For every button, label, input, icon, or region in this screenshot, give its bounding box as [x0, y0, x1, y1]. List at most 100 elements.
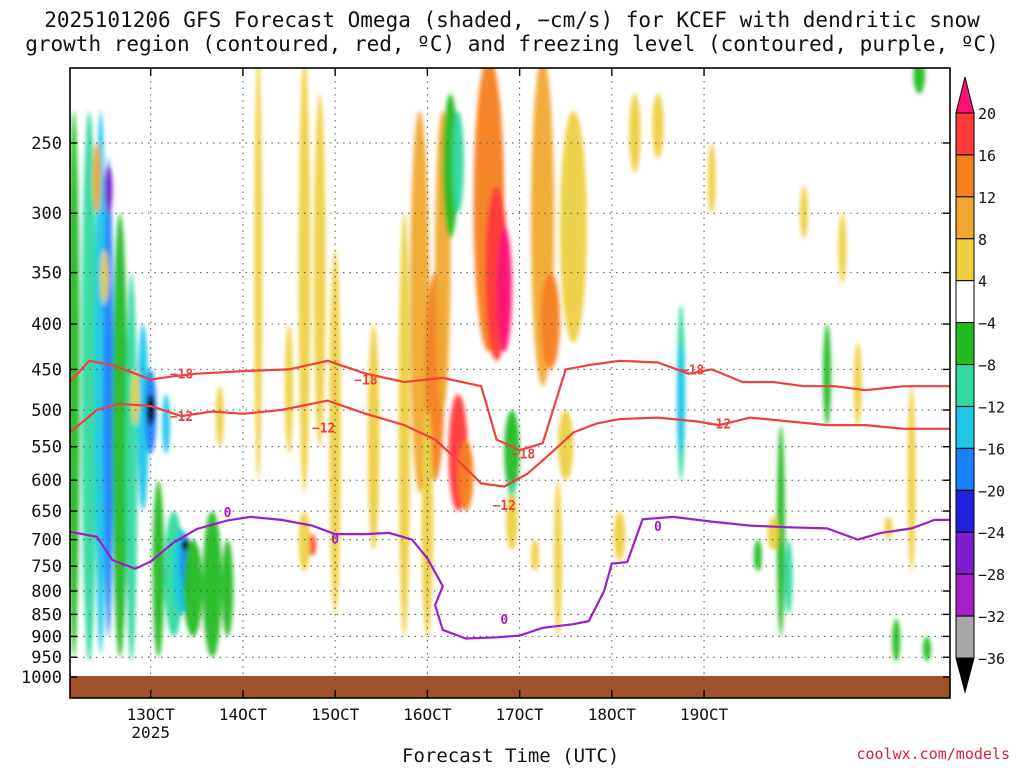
omega-cell	[558, 410, 574, 481]
omega-cell	[298, 511, 311, 572]
colorbar: 20 16 12 8 4 −4 −8 −12 −16 −20 −24 −28 −32 −36	[955, 76, 1005, 694]
omega-cell	[314, 93, 326, 447]
omega-cell	[799, 186, 808, 239]
omega-cell	[452, 110, 464, 214]
colorbar-label: −20	[978, 482, 1005, 500]
colorbar-segment	[955, 489, 975, 533]
contour-label: 0	[654, 520, 662, 535]
y-tick-label: 800	[31, 582, 62, 602]
omega-cell	[530, 539, 539, 572]
omega-cell	[652, 93, 664, 159]
omega-cell	[92, 143, 101, 214]
omega-cell	[131, 369, 140, 426]
colorbar-segment	[955, 196, 975, 240]
ground-surface	[70, 676, 950, 698]
colorbar-label: 4	[978, 273, 987, 291]
omega-cell	[922, 636, 931, 662]
omega-cell	[285, 324, 294, 454]
y-tick-label: 350	[31, 264, 62, 284]
x-axis-title: Forecast Time (UTC)	[402, 745, 620, 767]
omega-cell	[125, 272, 138, 662]
omega-cell	[677, 342, 686, 454]
omega-cell	[70, 110, 80, 658]
y-tick-label: 1000	[21, 668, 62, 688]
contour-label: −12	[492, 499, 515, 514]
y-tick-label: 300	[31, 204, 62, 224]
y-tick-label: 750	[31, 557, 62, 577]
contour-label: −12	[170, 410, 193, 425]
y-tick-label: 850	[31, 605, 62, 625]
colorbar-segment	[955, 364, 975, 407]
colorbar-label: −4	[978, 315, 996, 333]
omega-cell	[215, 386, 224, 447]
colorbar-segment	[955, 405, 975, 449]
y-tick-label: 500	[31, 401, 62, 421]
colorbar-label: −36	[978, 650, 1005, 668]
x-tick-label: 13OCT	[127, 705, 176, 724]
omega-cell	[907, 386, 916, 572]
omega-cell	[892, 618, 901, 662]
omega-cell	[629, 93, 641, 173]
omega-cell	[146, 394, 155, 426]
y-axis: 2503003504004505005506006507007508008509…	[21, 134, 950, 688]
contour-lines	[70, 359, 950, 640]
x-tick-label: 15OCT	[311, 705, 360, 724]
omega-cell	[784, 539, 793, 615]
y-tick-label: 450	[31, 360, 62, 380]
omega-cell	[823, 324, 832, 426]
omega-cell	[202, 511, 222, 658]
colorbar-segment	[955, 280, 975, 324]
omega-cell	[913, 68, 926, 94]
contour-label: 0	[500, 613, 508, 628]
omega-cell	[100, 249, 109, 305]
colorbar-label: 8	[978, 231, 987, 249]
colorbar-label: −8	[978, 357, 996, 375]
contour-label: 0	[224, 506, 232, 521]
omega-cell	[613, 511, 626, 562]
gridlines	[70, 68, 950, 698]
omega-cell	[221, 539, 234, 637]
y-tick-label: 600	[31, 471, 62, 491]
omega-cell	[776, 425, 785, 637]
colorbar-segment	[955, 112, 975, 156]
colorbar-label: 12	[978, 189, 996, 207]
omega-cell	[103, 158, 114, 637]
omega-cell	[410, 110, 430, 493]
omega-cell	[753, 539, 762, 572]
contour-line-1	[70, 399, 950, 488]
omega-cell	[707, 143, 716, 214]
chart-title-line1: 2025101206 GFS Forecast Omega (shaded, −…	[44, 8, 980, 32]
contour-line-2	[70, 515, 950, 640]
y-tick-label: 950	[31, 648, 62, 668]
omega-cell	[183, 539, 203, 637]
x-tick-label: 19OCT	[680, 705, 729, 724]
colorbar-segment	[955, 573, 975, 617]
colorbar-label: 20	[978, 105, 996, 123]
y-tick-label: 400	[31, 315, 62, 335]
omega-cell	[298, 68, 311, 493]
x-axis: 13OCT 14OCT 15OCT 16OCT 17OCT 18OCT 19OCT 2025	[127, 68, 729, 742]
x-tick-label: 14OCT	[219, 705, 268, 724]
y-tick-label: 700	[31, 531, 62, 551]
contour-label: −18	[681, 363, 705, 378]
colorbar-segment	[955, 238, 975, 282]
omega-shading	[70, 68, 931, 662]
contour-label: 0	[331, 533, 339, 548]
omega-cell	[496, 225, 512, 352]
credit-text: coolwx.com/models	[856, 745, 1010, 763]
omega-cell	[94, 110, 107, 654]
omega-cell	[504, 410, 520, 493]
x-year-label: 2025	[131, 723, 170, 742]
chart-title-line2: growth region (contoured, red, ºC) and f…	[25, 32, 999, 56]
omega-cell	[81, 110, 97, 662]
plot-frame	[69, 67, 951, 699]
colorbar-segment	[955, 447, 975, 491]
omega-cell	[767, 516, 779, 551]
omega-cell	[554, 480, 563, 637]
omega-cell	[162, 394, 171, 454]
x-tick-label: 17OCT	[496, 705, 545, 724]
colorbar-segment	[955, 531, 975, 575]
omega-cell	[254, 68, 263, 481]
x-tick-label: 18OCT	[588, 705, 637, 724]
